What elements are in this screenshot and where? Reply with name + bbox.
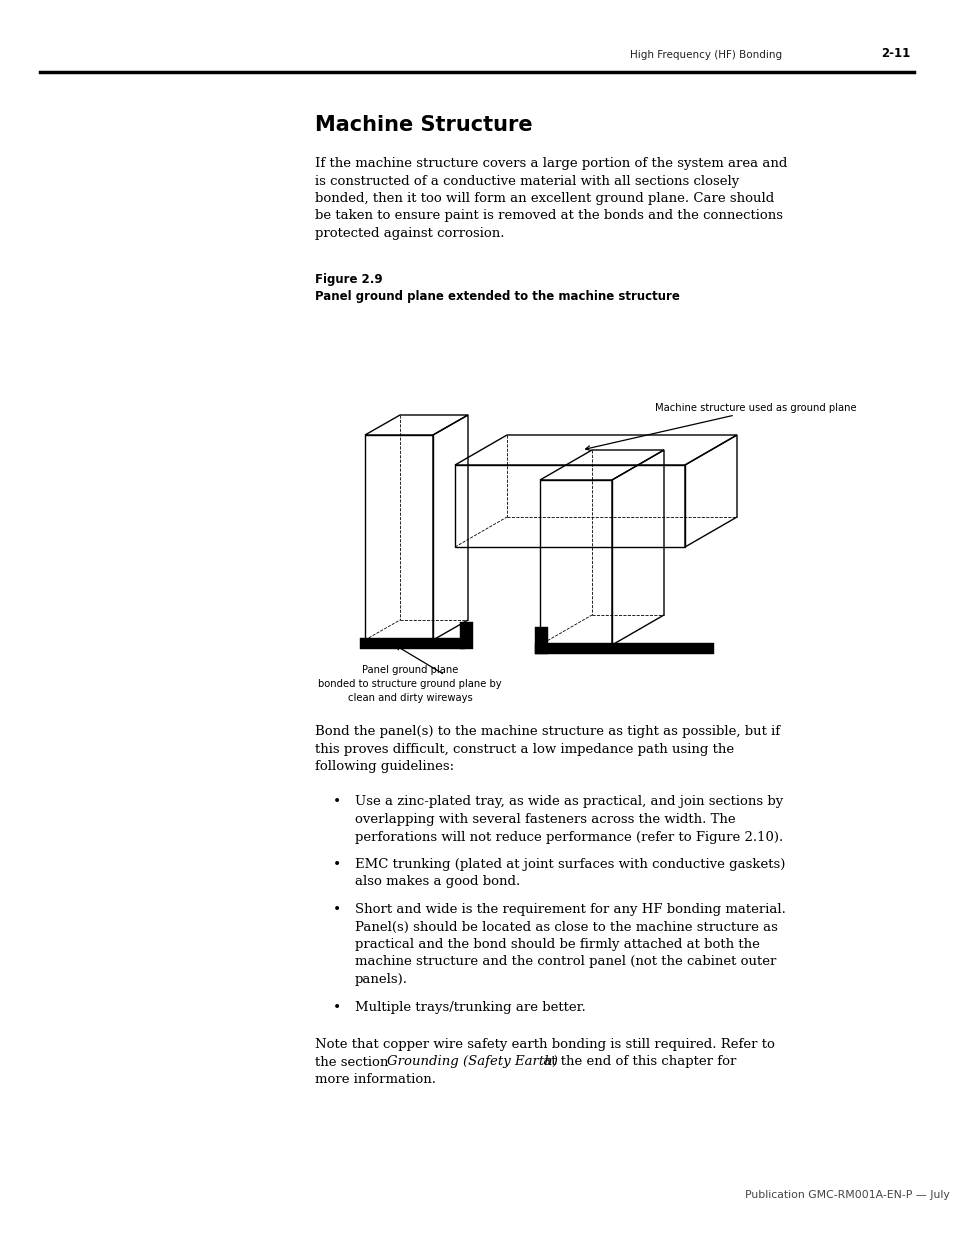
Text: this proves difficult, construct a low impedance path using the: this proves difficult, construct a low i…	[314, 742, 734, 756]
Text: be taken to ensure paint is removed at the bonds and the connections: be taken to ensure paint is removed at t…	[314, 210, 782, 222]
Text: If the machine structure covers a large portion of the system area and: If the machine structure covers a large …	[314, 157, 786, 170]
Text: Machine Structure: Machine Structure	[314, 115, 532, 135]
Polygon shape	[535, 643, 713, 653]
Text: more information.: more information.	[314, 1073, 436, 1086]
Text: Multiple trays/trunking are better.: Multiple trays/trunking are better.	[355, 1000, 585, 1014]
Text: is constructed of a conductive material with all sections closely: is constructed of a conductive material …	[314, 174, 739, 188]
Text: Panel ground plane extended to the machine structure: Panel ground plane extended to the machi…	[314, 290, 679, 303]
Text: panels).: panels).	[355, 973, 408, 986]
Text: •: •	[333, 795, 341, 809]
Text: Note that copper wire safety earth bonding is still required. Refer to: Note that copper wire safety earth bondi…	[314, 1037, 774, 1051]
Text: EMC trunking (plated at joint surfaces with conductive gaskets): EMC trunking (plated at joint surfaces w…	[355, 858, 784, 871]
Text: Figure 2.9: Figure 2.9	[314, 273, 382, 285]
Text: Machine structure used as ground plane: Machine structure used as ground plane	[655, 403, 856, 412]
Text: 2-11: 2-11	[880, 47, 909, 61]
Text: Use a zinc-plated tray, as wide as practical, and join sections by: Use a zinc-plated tray, as wide as pract…	[355, 795, 782, 809]
Text: following guidelines:: following guidelines:	[314, 760, 454, 773]
Text: the section: the section	[314, 1056, 393, 1068]
Text: •: •	[333, 1000, 341, 1014]
Text: practical and the bond should be firmly attached at both the: practical and the bond should be firmly …	[355, 939, 760, 951]
Text: Grounding (Safety Earth): Grounding (Safety Earth)	[387, 1056, 558, 1068]
Text: perforations will not reduce performance (refer to Figure 2.10).: perforations will not reduce performance…	[355, 830, 782, 844]
Text: Short and wide is the requirement for any HF bonding material.: Short and wide is the requirement for an…	[355, 903, 785, 916]
Text: machine structure and the control panel (not the cabinet outer: machine structure and the control panel …	[355, 956, 776, 968]
Polygon shape	[359, 638, 464, 648]
Text: bonded, then it too will form an excellent ground plane. Care should: bonded, then it too will form an excelle…	[314, 191, 774, 205]
Text: •: •	[333, 903, 341, 918]
Text: bonded to structure ground plane by: bonded to structure ground plane by	[318, 679, 501, 689]
Text: Panel ground plane: Panel ground plane	[361, 664, 457, 676]
Polygon shape	[459, 622, 473, 648]
Text: overlapping with several fasteners across the width. The: overlapping with several fasteners acros…	[355, 813, 735, 826]
Polygon shape	[535, 627, 547, 653]
Text: protected against corrosion.: protected against corrosion.	[314, 227, 504, 240]
Text: clean and dirty wireways: clean and dirty wireways	[347, 693, 472, 703]
Text: Bond the panel(s) to the machine structure as tight as possible, but if: Bond the panel(s) to the machine structu…	[314, 725, 780, 739]
Text: •: •	[333, 858, 341, 872]
Text: Panel(s) should be located as close to the machine structure as: Panel(s) should be located as close to t…	[355, 920, 777, 934]
Text: also makes a good bond.: also makes a good bond.	[355, 876, 519, 888]
Text: High Frequency (HF) Bonding: High Frequency (HF) Bonding	[629, 49, 781, 61]
Text: Publication GMC-RM001A-EN-P — July 2001: Publication GMC-RM001A-EN-P — July 2001	[744, 1191, 953, 1200]
Text: at the end of this chapter for: at the end of this chapter for	[538, 1056, 736, 1068]
